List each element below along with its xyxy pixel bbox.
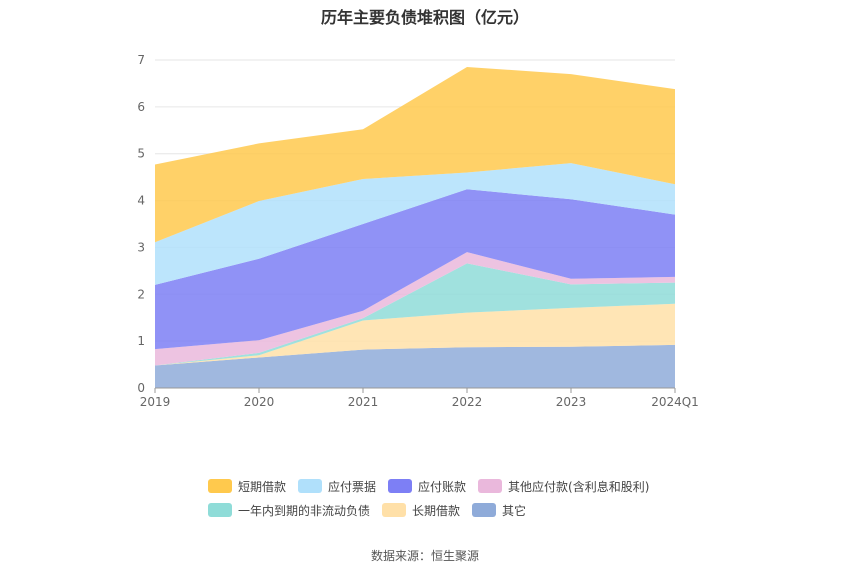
- area-series: [155, 67, 675, 388]
- area-应付账款: [155, 189, 675, 350]
- y-tick-label: 7: [137, 53, 145, 67]
- legend-item-current-portion-noncurrent[interactable]: 一年内到期的非流动负债: [208, 502, 370, 519]
- legend-swatch: [208, 503, 232, 517]
- data-source-note: 数据来源：恒生聚源: [370, 549, 479, 563]
- area-一年内到期的非流动负债: [155, 263, 675, 366]
- y-tick-label: 5: [137, 147, 145, 161]
- legend-swatch: [478, 479, 503, 493]
- area-长期借款: [155, 303, 675, 366]
- legend-swatch: [382, 503, 407, 517]
- legend-swatch: [472, 503, 497, 517]
- legend-label: 长期借款: [412, 503, 461, 518]
- legend-swatch: [298, 479, 323, 493]
- legend-item-accounts-payable[interactable]: 应付账款: [388, 478, 466, 495]
- legend-swatch: [208, 479, 232, 493]
- x-tick-label: 2021: [348, 395, 379, 409]
- legend-swatch: [388, 479, 413, 493]
- legend-item-other[interactable]: 其它: [472, 502, 526, 519]
- legend-row: 一年内到期的非流动负债 长期借款 其它: [208, 498, 678, 522]
- axes: 0 1 2 3 4 5 6 7 2019 2020 2021 2022 2023 2024Q1: [137, 53, 698, 409]
- chart-title: 历年主要负债堆积图（亿元）: [320, 8, 529, 27]
- x-tick-label: 2020: [244, 395, 275, 409]
- legend-label: 一年内到期的非流动负债: [238, 503, 371, 518]
- legend-label: 其他应付款(含利息和股利): [508, 479, 650, 494]
- y-tick-label: 4: [137, 194, 145, 208]
- area-短期借款: [155, 67, 675, 243]
- y-tick-label: 2: [137, 287, 145, 301]
- stacked-area-chart: 0 1 2 3 4 5 6 7 2019 2020 2021 2022 2023 2024Q1: [137, 53, 698, 409]
- x-tick-label: 2019: [140, 395, 171, 409]
- legend-label: 应付票据: [328, 479, 377, 494]
- area-其它: [155, 344, 675, 388]
- legend-item-notes-payable[interactable]: 应付票据: [298, 478, 376, 495]
- legend-label: 短期借款: [238, 479, 287, 494]
- y-tick-label: 6: [137, 100, 145, 114]
- area-应付票据: [155, 163, 675, 285]
- legend-item-short-term-loans[interactable]: 短期借款: [208, 478, 286, 495]
- y-tick-label: 1: [137, 334, 145, 348]
- x-tick-label: 2022: [452, 395, 483, 409]
- y-tick-label: 3: [137, 240, 145, 254]
- y-tick-label: 0: [137, 381, 145, 395]
- legend-row: 短期借款 应付票据 应付账款 其他应付款(含利息和股利): [208, 474, 678, 498]
- legend-label: 应付账款: [418, 479, 467, 494]
- area-其他应付款(含利息和股利): [155, 252, 675, 366]
- x-tick-label: 2024Q1: [651, 395, 699, 409]
- x-tick-label: 2023: [556, 395, 587, 409]
- legend: 短期借款 应付票据 应付账款 其他应付款(含利息和股利) 一年内到期的非流动负债…: [208, 474, 678, 522]
- legend-label: 其它: [502, 503, 527, 518]
- legend-item-other-payables[interactable]: 其他应付款(含利息和股利): [478, 478, 649, 495]
- legend-item-long-term-loans[interactable]: 长期借款: [382, 502, 460, 519]
